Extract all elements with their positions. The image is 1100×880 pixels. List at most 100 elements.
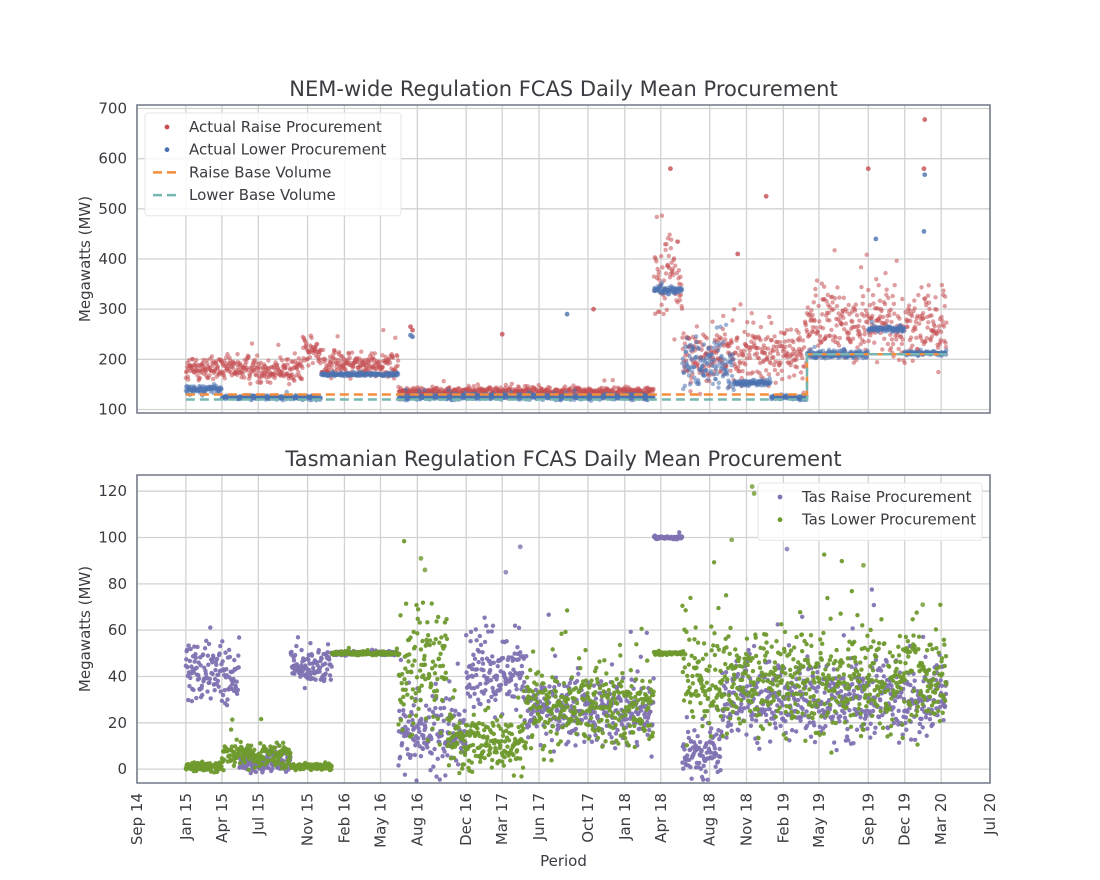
data-point — [719, 353, 724, 359]
data-point — [834, 323, 839, 328]
data-point — [782, 331, 787, 336]
data-point — [775, 371, 780, 377]
data-point — [478, 681, 483, 687]
data-point — [415, 735, 421, 741]
data-point — [735, 335, 740, 340]
data-point — [431, 721, 437, 726]
data-point — [435, 756, 440, 762]
data-point — [879, 308, 884, 314]
data-point — [695, 361, 700, 367]
data-point — [189, 698, 195, 704]
data-point — [405, 746, 410, 752]
data-point — [219, 386, 224, 391]
data-point — [677, 297, 683, 303]
y-tick-label: 0 — [117, 760, 127, 778]
data-point — [431, 764, 436, 769]
data-point — [936, 323, 942, 329]
data-point — [730, 352, 735, 357]
data-point — [441, 705, 447, 711]
data-point — [687, 354, 692, 359]
data-point — [200, 652, 206, 657]
data-point — [758, 324, 764, 330]
data-point — [186, 377, 191, 382]
data-point — [609, 735, 614, 740]
data-point — [926, 283, 931, 288]
data-point — [500, 655, 506, 661]
data-point — [397, 754, 403, 760]
data-point — [518, 650, 523, 655]
data-point — [236, 665, 241, 670]
data-point — [477, 633, 483, 639]
data-point — [602, 378, 607, 383]
data-point — [661, 311, 666, 317]
data-point — [576, 671, 581, 677]
data-point — [691, 346, 696, 351]
data-point — [846, 302, 851, 308]
data-point — [935, 345, 941, 350]
data-point — [572, 388, 577, 393]
data-point — [401, 708, 406, 713]
data-point — [192, 659, 197, 664]
data-point — [478, 701, 483, 707]
data-point — [680, 356, 686, 361]
data-point — [827, 318, 832, 323]
data-point — [883, 270, 888, 276]
data-point — [812, 318, 817, 324]
chart-title: NEM-wide Regulation FCAS Daily Mean Proc… — [289, 77, 837, 101]
data-point — [828, 333, 833, 339]
data-point — [411, 703, 416, 708]
data-point — [455, 762, 461, 767]
data-point — [704, 368, 709, 373]
data-point — [359, 349, 364, 354]
data-point — [944, 320, 949, 325]
data-point — [656, 273, 661, 278]
data-point — [922, 296, 928, 301]
data-point — [755, 345, 761, 351]
data-point — [681, 370, 687, 375]
data-point — [799, 355, 805, 361]
data-point — [694, 354, 700, 360]
data-point — [765, 335, 770, 340]
data-point — [299, 647, 304, 653]
data-point — [735, 365, 741, 370]
data-point — [503, 382, 509, 388]
data-point — [715, 348, 721, 353]
data-point — [395, 363, 400, 368]
data-point — [329, 363, 334, 369]
data-point — [809, 307, 814, 313]
data-point — [773, 380, 778, 386]
data-point — [874, 359, 880, 365]
data-point — [718, 324, 723, 330]
data-point — [832, 296, 838, 301]
data-point — [227, 654, 233, 660]
data-point — [683, 349, 689, 354]
data-point — [488, 678, 494, 683]
data-point — [195, 644, 200, 650]
data-point — [472, 656, 478, 661]
data-point — [567, 680, 573, 686]
data-point — [440, 754, 445, 759]
data-point — [769, 320, 774, 326]
data-point — [471, 704, 476, 710]
data-point — [234, 679, 239, 684]
data-point — [747, 352, 752, 357]
data-point — [347, 355, 352, 360]
data-point — [668, 245, 674, 251]
data-point — [890, 293, 895, 299]
data-point — [656, 269, 662, 275]
data-point — [800, 376, 805, 381]
data-point — [784, 328, 790, 333]
data-point — [474, 667, 480, 672]
data-point — [929, 313, 934, 318]
data-point — [741, 348, 747, 353]
data-point — [691, 364, 697, 370]
data-point — [446, 387, 451, 393]
data-point — [573, 726, 579, 732]
data-point — [480, 656, 485, 662]
data-point — [258, 379, 264, 385]
data-point — [791, 373, 797, 378]
data-point — [498, 686, 503, 691]
data-point — [788, 327, 794, 332]
data-point — [880, 347, 885, 352]
data-point — [767, 314, 772, 320]
